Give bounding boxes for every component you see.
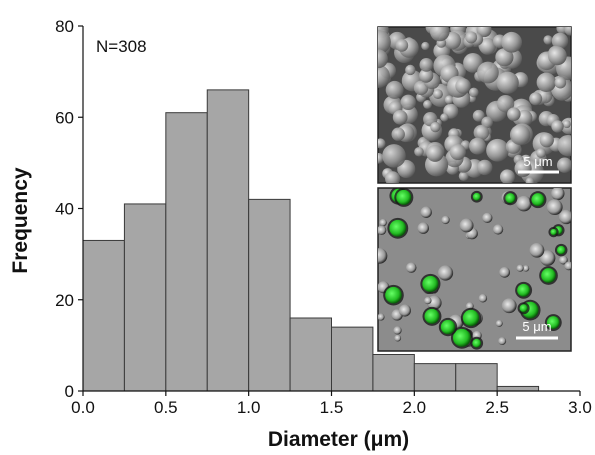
x-tick-label: 3.0 [568,398,592,417]
histogram-bar [455,363,498,392]
histogram-bar [206,89,250,392]
y-tick-label: 40 [55,200,74,219]
histogram-bar [496,385,540,392]
histogram-bar [413,363,457,392]
sem-micrograph-inset: 5 μm [377,26,572,184]
x-tick-label: 1.0 [237,398,261,417]
x-tick-label: 2.0 [403,398,427,417]
y-axis-title: Frequency [9,167,32,274]
histogram-bar [82,239,125,392]
x-tick-label: 2.5 [485,398,509,417]
y-tick-label: 80 [55,17,74,36]
sample-size-annotation: N=308 [96,37,147,56]
histogram-bar [372,354,415,392]
scale-bar-label-bottom: 5 μm [522,319,551,334]
x-axis: 0.0 0.5 1.0 1.5 2.0 2.5 3.0 Diameter (μm) [71,391,592,451]
x-tick-label: 1.5 [320,398,344,417]
y-tick-label: 60 [55,108,74,127]
y-tick-label: 20 [55,291,74,310]
histogram-bar [165,112,208,392]
x-tick-label: 0.5 [154,398,178,417]
bars-group [82,89,540,392]
histogram-bar [289,317,333,392]
y-tick-label: 0 [65,382,74,401]
x-tick-label: 0.0 [71,398,95,417]
histogram-bar [123,203,167,392]
histogram-bar [248,198,291,392]
y-axis: 0 20 40 60 80 Frequency [9,17,83,401]
fluorescence-micrograph-inset: 5 μm [377,187,572,352]
scale-bar-label-top: 5 μm [523,154,552,169]
x-axis-title: Diameter (μm) [268,428,409,451]
histogram-bar [331,326,374,392]
